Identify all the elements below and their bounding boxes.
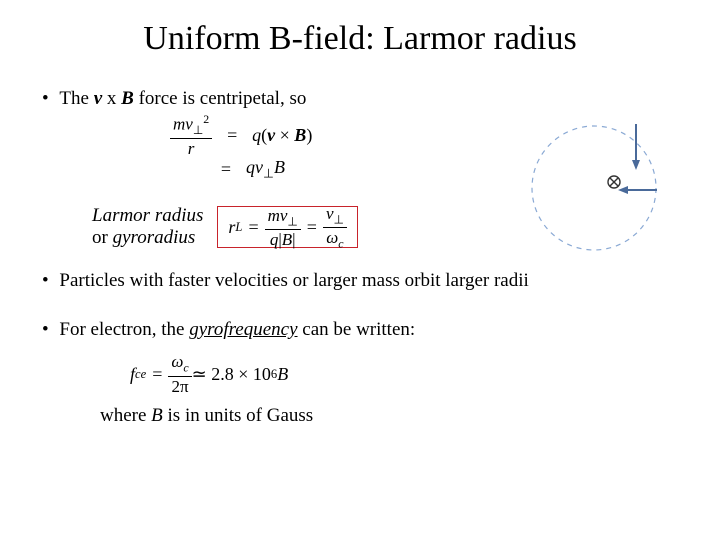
eq-rhs-1: q(v × B) <box>252 125 312 146</box>
equals-1: = <box>212 125 252 146</box>
larmor-frac1: mv⊥ q|B| <box>265 207 301 248</box>
equals-2: = <box>206 159 246 180</box>
larmor-radius-text: Larmor radius <box>92 205 203 226</box>
where-B: B <box>151 405 163 426</box>
gyro-B: B <box>277 364 288 385</box>
perp2: ⊥ <box>263 167 274 181</box>
where-pre: where <box>100 405 151 426</box>
orbit-circle <box>532 126 656 250</box>
eq-lhs-num: mv <box>173 115 193 134</box>
gyro-approx: ≃ 2.8 × 10 <box>192 364 271 385</box>
bullet1-prefix: The <box>59 88 93 109</box>
eq-lhs-perp: ⊥ <box>193 123 203 137</box>
b3-pre: For electron, the <box>59 319 189 340</box>
gyro-frac: ωc 2π <box>168 353 191 394</box>
larmor-frac2: v⊥ ωc <box>323 205 347 251</box>
arrowhead-down-icon <box>632 160 640 170</box>
cross-x: x <box>102 88 121 109</box>
or-text: or <box>92 227 113 248</box>
f1-perp: ⊥ <box>287 214 297 228</box>
f1-B: B <box>282 230 292 249</box>
eq-lhs-frac: mv⊥2 r <box>170 114 212 157</box>
eq-rhs-2: qv⊥B <box>246 157 285 182</box>
otimes-icon <box>608 176 620 188</box>
arrowhead-left-icon <box>618 186 628 194</box>
vec-B: B <box>121 88 134 109</box>
qv: qv <box>246 157 263 177</box>
orbit-diagram <box>514 108 674 268</box>
slide-title: Uniform B-field: Larmor radius <box>30 20 690 58</box>
f1-num: mv <box>268 206 288 225</box>
bullet-particles: Particles with faster velocities or larg… <box>42 268 690 295</box>
b3-post: can be written: <box>298 319 416 340</box>
close-paren: ) <box>306 125 312 145</box>
bullet1-suffix: force is centripetal, so <box>134 88 307 109</box>
vec-v: v <box>94 88 102 109</box>
where-post: is in units of Gauss <box>163 405 313 426</box>
v-bold: v <box>267 125 275 145</box>
eq-lhs-sq: 2 <box>203 112 209 126</box>
where-line: where B is in units of Gauss <box>100 405 690 427</box>
fce-ce: ce <box>135 367 146 382</box>
gf-c: c <box>183 361 188 375</box>
bullet-electron: For electron, the gyrofrequency can be w… <box>42 317 690 344</box>
f1-bar2: | <box>292 230 295 249</box>
larmor-formula-box: rL = mv⊥ q|B| = v⊥ ωc <box>217 206 357 248</box>
gf-den: 2π <box>171 377 188 395</box>
B2: B <box>274 157 285 177</box>
larmor-label: Larmor radius or gyroradius <box>92 205 203 251</box>
f2-perp: ⊥ <box>333 212 343 226</box>
gyrofrequency-term: gyrofrequency <box>189 319 297 340</box>
B-bold: B <box>294 125 306 145</box>
f2-c: c <box>338 236 343 250</box>
f2-den: ω <box>326 228 338 247</box>
cross: × <box>275 125 294 145</box>
gf-num: ω <box>171 352 183 371</box>
q: q <box>252 125 261 145</box>
rL-L: L <box>235 220 242 235</box>
gyrofrequency-equation: fce = ωc 2π ≃ 2.8 × 106B <box>130 353 690 394</box>
gyroradius-text: gyroradius <box>113 227 196 248</box>
eq-lhs-den: r <box>188 139 195 157</box>
